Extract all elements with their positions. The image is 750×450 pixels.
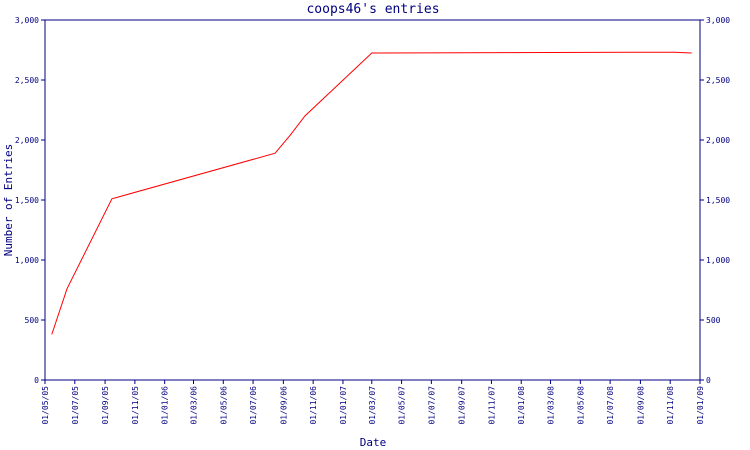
y-tick-label-left: 2,500 bbox=[15, 76, 39, 85]
y-tick-label-left: 1,000 bbox=[15, 256, 39, 265]
y-tick-label-right: 1,500 bbox=[706, 196, 730, 205]
x-tick-label: 01/09/06 bbox=[279, 386, 288, 425]
x-tick-label: 01/07/06 bbox=[249, 386, 258, 425]
x-tick-label: 01/03/07 bbox=[368, 386, 377, 425]
x-tick-label: 01/01/08 bbox=[517, 386, 526, 425]
x-axis-label: Date bbox=[360, 436, 387, 449]
x-tick-label: 01/07/07 bbox=[427, 386, 436, 425]
x-tick-label: 01/11/08 bbox=[666, 386, 675, 425]
y-tick-label-right: 500 bbox=[706, 316, 721, 325]
x-tick-label: 01/11/06 bbox=[309, 386, 318, 425]
y-axis-right: 0 500 1,000 1,500 2,000 2,500 3,000 bbox=[700, 16, 730, 385]
x-tick-label: 01/09/08 bbox=[636, 386, 645, 425]
y-tick-label-left: 500 bbox=[25, 316, 40, 325]
y-tick-label-right: 1,000 bbox=[706, 256, 730, 265]
y-tick-label-right: 2,000 bbox=[706, 136, 730, 145]
x-tick-label: 01/01/07 bbox=[339, 386, 348, 425]
x-tick-label: 01/05/08 bbox=[576, 386, 585, 425]
y-axis-label: Number of Entries bbox=[2, 144, 15, 257]
x-tick-label: 01/07/08 bbox=[606, 386, 615, 425]
x-tick-label: 01/05/06 bbox=[219, 386, 228, 425]
x-tick-label: 01/07/05 bbox=[71, 386, 80, 425]
x-tick-label: 01/03/06 bbox=[189, 386, 198, 425]
x-tick-label: 01/05/05 bbox=[41, 386, 50, 425]
x-tick-label: 01/03/08 bbox=[547, 386, 556, 425]
x-tick-label: 01/11/05 bbox=[131, 386, 140, 425]
y-tick-label-left: 1,500 bbox=[15, 196, 39, 205]
y-tick-label-right: 3,000 bbox=[706, 16, 730, 25]
x-tick-label: 01/01/09 bbox=[696, 386, 705, 425]
plot-frame bbox=[44, 19, 701, 381]
y-tick-label-right: 2,500 bbox=[706, 76, 730, 85]
y-tick-label-right: 0 bbox=[706, 376, 711, 385]
x-tick-label: 01/01/06 bbox=[161, 386, 170, 425]
y-tick-label-left: 3,000 bbox=[15, 16, 39, 25]
y-tick-label-left: 2,000 bbox=[15, 136, 39, 145]
y-axis-left: 0 500 1,000 1,500 2,000 2,500 3,000 bbox=[15, 16, 45, 385]
x-axis: 01/05/05 01/07/05 01/09/05 01/11/05 01/01/06… bbox=[41, 380, 705, 425]
x-tick-label: 01/11/07 bbox=[487, 386, 496, 425]
x-tick-label: 01/05/07 bbox=[398, 386, 407, 425]
y-tick-label-left: 0 bbox=[34, 376, 39, 385]
x-tick-label: 01/09/05 bbox=[101, 386, 110, 425]
chart-title: coops46's entries bbox=[306, 2, 439, 17]
series-line bbox=[51, 51, 692, 335]
x-tick-label: 01/09/07 bbox=[458, 386, 467, 425]
